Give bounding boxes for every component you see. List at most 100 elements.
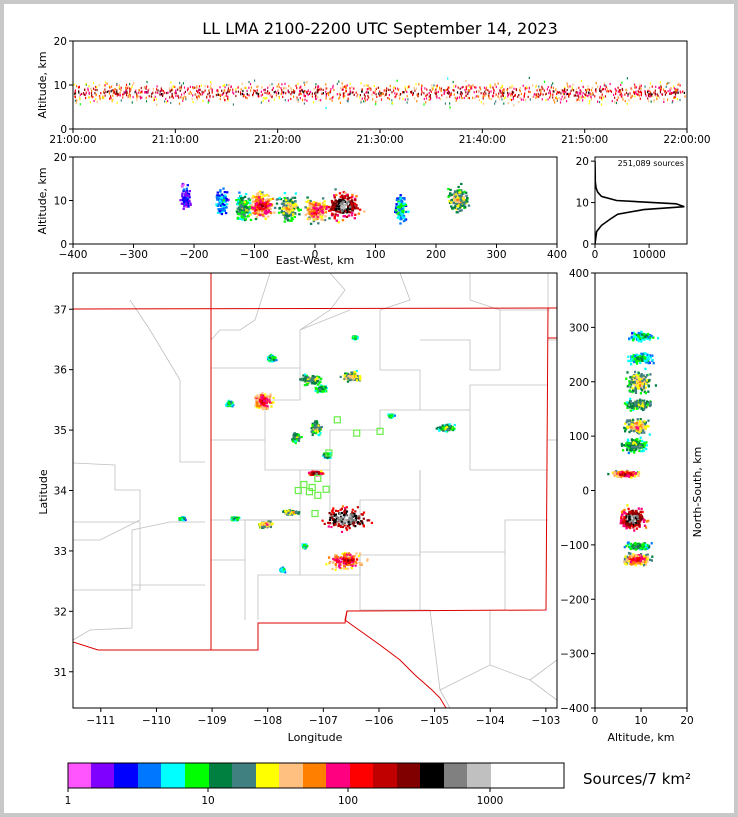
time-height-source: [396, 92, 398, 95]
time-height-source: [88, 91, 90, 94]
ew-height-source: [259, 201, 263, 204]
plan-view-source: [344, 377, 347, 380]
ew-height-source: [317, 216, 321, 219]
time-height-source: [590, 89, 593, 92]
time-height-source: [383, 89, 385, 92]
ew-height-source: [223, 195, 226, 198]
plan-view-source: [319, 432, 322, 435]
time-height-source: [267, 90, 269, 93]
ew-height-source: [456, 198, 459, 201]
plan-view-source: [355, 369, 358, 373]
time-height-source: [634, 95, 636, 98]
time-height-source: [587, 88, 589, 91]
time-height-source: [541, 98, 543, 101]
plan-view-source: [344, 561, 347, 564]
ew-height-xtick-label: −300: [119, 249, 148, 261]
time-height-source: [467, 92, 469, 96]
time-height-source: [120, 99, 122, 102]
time-height-source: [278, 83, 280, 86]
time-height-source: [297, 98, 299, 101]
plan-view-source: [366, 559, 369, 562]
time-height-source: [300, 88, 302, 91]
plan-view-source: [337, 517, 340, 520]
plan-view-source: [294, 434, 297, 437]
ew-height-source: [462, 196, 465, 199]
time-height-source: [302, 90, 304, 93]
ew-height-source: [455, 202, 458, 205]
ew-height-source: [330, 208, 333, 211]
time-height-source: [221, 93, 223, 96]
time-height-source: [503, 92, 505, 95]
time-height-source: [139, 95, 141, 98]
plan-view-source: [312, 375, 315, 378]
plan-view-source: [311, 378, 314, 381]
time-height-source: [492, 87, 494, 90]
ew-height-source: [283, 206, 286, 209]
ew-height-source: [182, 183, 185, 186]
plan-view-source: [446, 423, 449, 426]
ew-height-source: [308, 204, 311, 208]
ew-height-source: [242, 216, 245, 219]
time-height-source: [349, 90, 351, 93]
time-height-source: [235, 94, 237, 98]
ew-height-source: [283, 220, 287, 223]
plan-view-source: [347, 525, 350, 528]
ew-height-source: [456, 189, 459, 192]
time-height-source: [129, 96, 131, 99]
time-height-source: [624, 99, 626, 103]
time-height-source: [230, 85, 232, 88]
time-height-source: [342, 88, 344, 91]
ew-height-source: [453, 190, 457, 193]
time-height-source: [145, 96, 147, 99]
time-height-source: [126, 90, 128, 93]
time-height-source: [532, 84, 534, 87]
plan-view-source: [321, 388, 325, 391]
time-height-source: [183, 95, 185, 98]
plan-view-source: [337, 524, 340, 528]
plan-view-source: [298, 511, 301, 514]
ew-height-source: [332, 202, 335, 205]
time-height-source: [664, 90, 666, 93]
time-height-source: [429, 89, 431, 92]
time-height-source: [89, 101, 91, 104]
time-height-source: [535, 85, 537, 88]
ew-height-source: [269, 212, 273, 215]
time-height-source: [663, 88, 665, 91]
ew-height-source: [282, 200, 285, 203]
time-height-source: [216, 89, 218, 92]
time-height-source: [549, 96, 551, 99]
time-height-source: [507, 102, 509, 105]
ew-height-source: [313, 204, 316, 207]
time-height-source: [256, 89, 258, 92]
plan-view-source: [321, 519, 324, 522]
time-height-source: [118, 84, 120, 87]
time-height-source: [159, 93, 161, 96]
time-height-source: [578, 91, 580, 94]
ew-height-source: [277, 198, 280, 201]
plan-view-source: [313, 382, 316, 385]
time-height-source: [250, 89, 252, 92]
time-height-source: [184, 90, 186, 93]
plan-view-source: [357, 554, 361, 557]
time-height-source: [164, 100, 166, 103]
time-height-source: [269, 84, 271, 87]
time-height-source: [599, 85, 601, 88]
time-height-source: [280, 92, 282, 96]
ew-height-source: [291, 201, 294, 204]
plan-view-source: [345, 560, 348, 563]
time-height-source: [621, 81, 623, 84]
time-height-source: [347, 97, 349, 100]
time-height-source: [605, 84, 607, 87]
ew-height-source: [287, 203, 290, 206]
time-height-source: [189, 90, 191, 93]
time-height-source: [511, 98, 513, 102]
time-height-source: [202, 99, 204, 102]
time-height-source: [670, 92, 672, 95]
ew-height-source: [459, 209, 462, 212]
time-height-source: [99, 96, 101, 99]
time-height-source: [232, 91, 234, 94]
time-height-source: [406, 95, 408, 98]
time-height-source: [347, 93, 349, 96]
time-height-source: [679, 90, 681, 93]
ew-height-source: [343, 196, 347, 199]
